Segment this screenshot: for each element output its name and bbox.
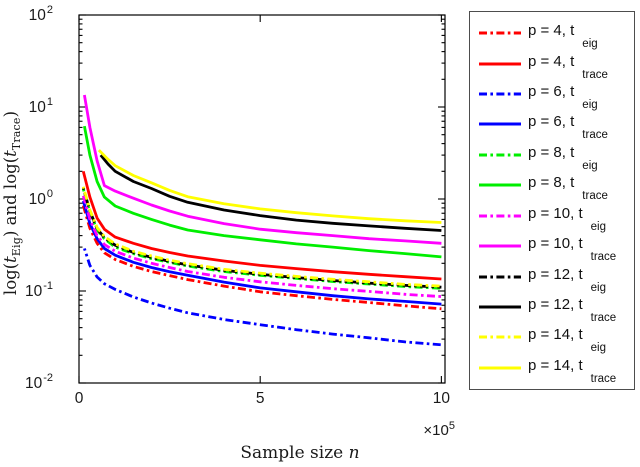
series-p4-trace — [81, 170, 442, 281]
legend-label-subscript: eig — [590, 220, 606, 233]
y-axis-label-part: log( — [1, 262, 20, 296]
series-p6-eig — [83, 248, 442, 347]
x-axis-multiplier-base: ×10 — [423, 422, 449, 439]
legend-item-0: p = 4, teig — [478, 18, 630, 51]
legend-item-9: p = 12, ttrace — [478, 292, 630, 324]
x-axis-label-text: Sample size — [240, 443, 349, 463]
legend-line-sample — [479, 335, 521, 339]
legend-item-7: p = 10, ttrace — [478, 231, 630, 264]
legend-line-sample — [479, 62, 521, 66]
series-p8-trace — [83, 125, 442, 259]
y-axis-label-sub-eig: Eig — [10, 237, 23, 257]
x-axis-multiplier: ×105 — [360, 420, 455, 439]
y-tick-label: 102 — [29, 4, 53, 24]
legend-label: p = 4, ttrace — [528, 52, 608, 81]
y-tick-label: 100 — [29, 188, 53, 208]
y-tick-label: 10-1 — [25, 280, 53, 300]
x-tick-label: 5 — [256, 390, 265, 407]
y-tick-label: 101 — [29, 96, 53, 116]
series-p10-eig — [81, 195, 442, 298]
legend-item-6: p = 10, teig — [478, 201, 630, 233]
series-p10-trace — [83, 94, 442, 245]
y-axis-label-var: t — [1, 256, 20, 263]
legend-line-sample — [479, 244, 521, 248]
legend-item-4: p = 8, teig — [478, 140, 630, 172]
legend-label-subscript: eig — [582, 99, 598, 112]
legend-item-3: p = 6, ttrace — [478, 109, 630, 142]
x-axis-label-var: n — [348, 443, 360, 463]
legend-label: p = 12, teig — [528, 265, 606, 294]
axis-ticks — [78, 14, 445, 384]
y-tick-label: 10-2 — [25, 372, 53, 392]
y-axis-label-part: ) and log( — [1, 156, 20, 238]
legend-label-subscript: trace — [590, 251, 617, 264]
legend-item-5: p = 8, ttrace — [478, 170, 630, 203]
legend-line-sample — [479, 275, 521, 279]
legend-box: p = 4, teig p = 4, ttrace p = 6, teig p = 6… — [469, 11, 635, 390]
legend-label-subscript: eig — [582, 38, 598, 51]
x-axis-multiplier-exponent: 5 — [448, 420, 455, 432]
legend-label-subscript: trace — [590, 372, 617, 385]
legend-item-1: p = 4, ttrace — [478, 48, 630, 81]
legend-item-11: p = 14, ttrace — [478, 353, 630, 385]
series-p12-trace — [99, 154, 442, 232]
legend-item-10: p = 14, teig — [478, 322, 630, 355]
legend-item-2: p = 6, teig — [478, 79, 630, 112]
x-axis-label: Sample size n — [140, 443, 460, 463]
legend-item-8: p = 12, teig — [478, 261, 630, 294]
legend-label: p = 6, teig — [528, 83, 598, 112]
legend-label-subscript: trace — [590, 312, 617, 324]
series-p14-trace — [97, 149, 442, 224]
legend-label: p = 8, ttrace — [528, 174, 608, 203]
x-tick-label: 10 — [433, 390, 451, 407]
legend-label: p = 10, ttrace — [528, 235, 617, 264]
legend-line-sample — [479, 92, 521, 96]
y-axis-label-part: ) — [1, 110, 20, 118]
legend-label-subscript: eig — [590, 281, 606, 294]
series-p6-trace — [81, 200, 442, 306]
legend-label-subscript: trace — [582, 190, 608, 203]
legend-label: p = 8, teig — [528, 143, 598, 172]
y-axis-label: log(tEig) and log(tTrace) — [1, 33, 25, 373]
legend-line-sample — [479, 153, 521, 157]
x-tick-label: 0 — [75, 390, 84, 407]
legend-line-sample — [479, 183, 521, 187]
legend-label-subscript: trace — [582, 129, 608, 142]
legend-label: p = 14, teig — [528, 326, 606, 355]
legend-label-subscript: trace — [582, 68, 608, 81]
legend-line-sample — [479, 31, 521, 35]
legend-label: p = 14, ttrace — [528, 356, 617, 385]
legend-label: p = 4, teig — [528, 22, 598, 51]
legend-label: p = 10, teig — [528, 204, 606, 233]
legend-line-sample — [479, 214, 521, 218]
legend-label: p = 6, ttrace — [528, 113, 608, 142]
y-axis-label-sub-trace: Trace — [10, 117, 23, 151]
series-p4-eig — [81, 205, 442, 311]
legend-line-sample — [479, 305, 521, 309]
legend-label: p = 12, ttrace — [528, 296, 617, 324]
legend-line-sample — [479, 366, 521, 370]
legend-line-sample — [479, 122, 521, 126]
series-p14-eig — [81, 186, 442, 288]
y-axis-label-var: t — [1, 150, 20, 157]
legend-label-subscript: eig — [582, 159, 598, 172]
legend-label-subscript: eig — [590, 342, 606, 355]
